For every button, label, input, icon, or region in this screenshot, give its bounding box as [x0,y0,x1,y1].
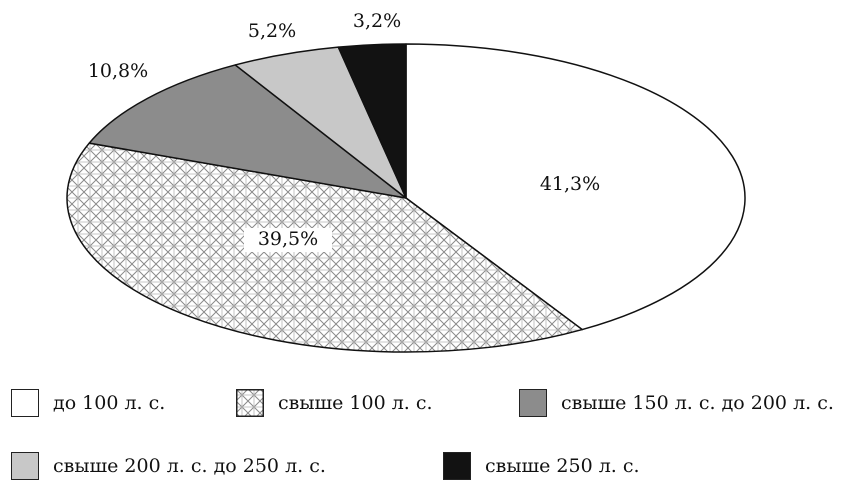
legend-swatch-2 [236,389,264,417]
legend-item-5: свыше 250 л. с. [443,452,640,480]
legend-label-3: свыше 150 л. с. до 200 л. с. [561,392,834,414]
slice-value-label-4: 5,2% [248,20,296,42]
legend-swatch-5 [443,452,471,480]
legend-item-2: свыше 100 л. с. [236,389,433,417]
slice-value-label-1: 41,3% [540,173,600,195]
slice-labels: 41,3% 39,5% 10,8% 5,2% 3,2% [88,10,600,252]
slice-value-label-3: 10,8% [88,60,148,82]
slice-value-label-5: 3,2% [353,10,401,32]
legend-label-1: до 100 л. с. [53,392,166,414]
pie-slice-3 [88,64,407,199]
pie-slice-5 [337,43,407,199]
legend-item-3: свыше 150 л. с. до 200 л. с. [519,389,834,417]
legend-swatch-3 [519,389,547,417]
legend-label-4: свыше 200 л. с. до 250 л. с. [53,455,326,477]
legend-swatch-1 [11,389,39,417]
legend-label-2: свыше 100 л. с. [278,392,433,414]
legend-label-5: свыше 250 л. с. [485,455,640,477]
legend-swatch-4 [11,452,39,480]
slice-label-background-2 [244,228,332,252]
pie-slices [66,43,746,353]
legend-item-4: свыше 200 л. с. до 250 л. с. [11,452,326,480]
pie-slice-1 [405,43,746,331]
legend-item-1: до 100 л. с. [11,389,165,417]
slice-value-label-2: 39,5% [258,228,318,250]
